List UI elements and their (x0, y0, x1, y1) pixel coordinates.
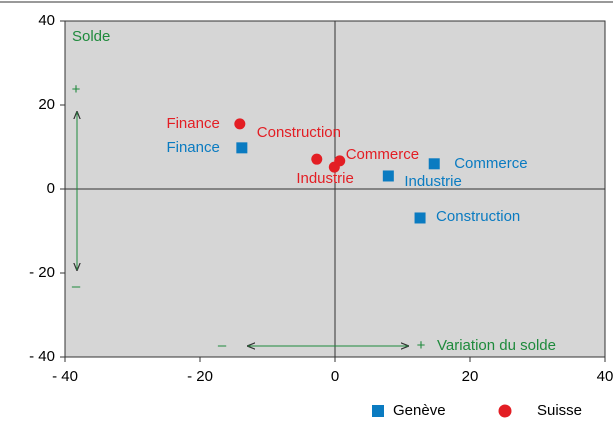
y-tick-label: - 20 (29, 264, 55, 281)
point-label: Finance (166, 115, 219, 132)
point-label: Industrie (404, 173, 462, 190)
x-tick-label: - 20 (187, 368, 213, 385)
point (236, 142, 248, 154)
point-label: Construction (436, 208, 520, 225)
annotation: + (72, 81, 81, 98)
point-label: Construction (257, 124, 341, 141)
point (428, 158, 440, 170)
annotation: + (417, 337, 426, 354)
annotation: – (218, 337, 227, 354)
x-tick-label: 40 (597, 368, 613, 385)
x-tick-label: - 40 (52, 368, 78, 385)
annotation: – (72, 278, 81, 295)
legend-label: Suisse (537, 402, 582, 419)
legend-marker (372, 405, 384, 417)
x-tick-label: 20 (462, 368, 479, 385)
annotation: Solde (72, 28, 110, 45)
y-tick-label: 20 (38, 96, 55, 113)
point (414, 212, 426, 224)
y-tick-label: 40 (38, 12, 55, 29)
y-tick-label: 0 (47, 180, 55, 197)
x-tick-label: 0 (331, 368, 339, 385)
point-label: Finance (166, 139, 219, 156)
point (311, 153, 323, 165)
point-label: Industrie (296, 170, 354, 187)
y-tick-label: - 40 (29, 348, 55, 365)
point-label: Commerce (346, 146, 419, 163)
point (234, 118, 246, 130)
point-label: Commerce (454, 155, 527, 172)
legend-label: Genève (393, 402, 446, 419)
legend-marker (498, 404, 512, 418)
point (328, 161, 340, 173)
annotation: Variation du solde (437, 337, 556, 354)
point (382, 170, 394, 182)
